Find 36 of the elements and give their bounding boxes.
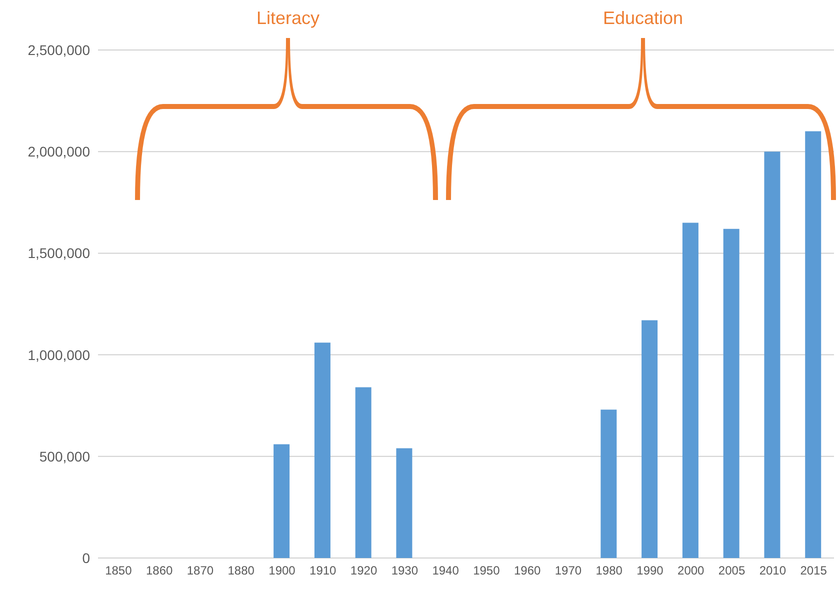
bar [764, 152, 780, 558]
y-tick-label: 2,500,000 [28, 42, 90, 58]
x-tick-label: 2010 [759, 564, 786, 578]
bar [682, 222, 698, 558]
bar [723, 228, 740, 558]
x-tick-label: 1970 [554, 564, 582, 578]
bar [805, 131, 822, 558]
bar [314, 342, 330, 558]
x-tick-label: 1940 [432, 564, 460, 578]
x-tick-label: 1870 [186, 564, 214, 578]
text: Literacy [256, 8, 320, 28]
x-tick-label: 1960 [514, 564, 542, 578]
x-tick-label: 2005 [718, 564, 746, 578]
x-tick-label: 2015 [800, 564, 828, 578]
bar [600, 410, 617, 558]
x-tick-label: 2000 [678, 564, 705, 578]
y-tick-label: 1,500,000 [28, 245, 90, 262]
y-tick-label: 500,000 [39, 448, 90, 464]
text: Education [602, 8, 684, 28]
x-tick-label: 1990 [636, 564, 664, 578]
bar [396, 448, 412, 558]
bar [274, 444, 290, 558]
x-tick-label: 1950 [473, 564, 500, 578]
x-tick-label: 1900 [268, 564, 296, 578]
y-tick-label: 2,000,000 [28, 144, 90, 160]
bar [355, 387, 372, 558]
x-tick-label: 1910 [310, 564, 337, 578]
y-tick-label: 1,000,000 [28, 346, 90, 363]
x-tick-label: 1880 [228, 564, 255, 578]
x-tick-label: 1920 [350, 564, 378, 578]
x-tick-label: 1980 [596, 564, 623, 578]
x-tick-label: 1860 [146, 564, 174, 578]
x-tick-label: 1850 [105, 564, 132, 578]
x-tick-label: 1930 [391, 564, 418, 578]
y-tick-label: 0 [82, 550, 90, 566]
bar [642, 320, 658, 558]
